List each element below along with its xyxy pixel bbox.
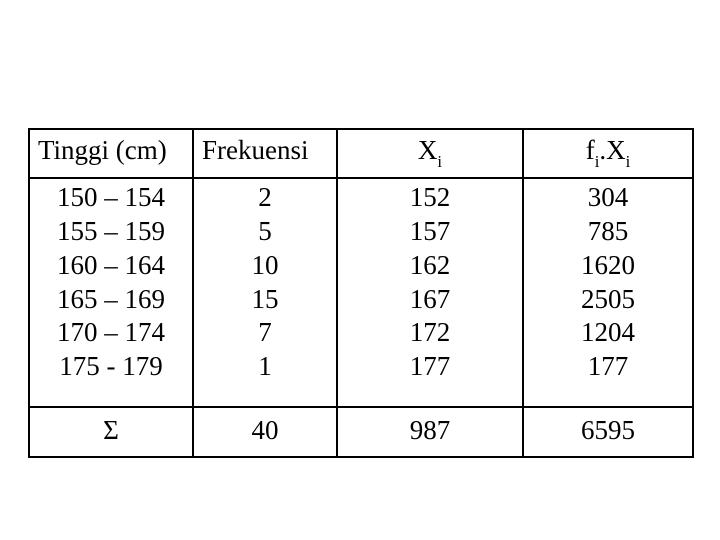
cell-value: 165 – 169	[30, 283, 192, 317]
cell-value: 157	[338, 215, 522, 249]
header-fixi: fi.Xi	[523, 129, 693, 178]
fixi-stack: 304785162025051204177	[524, 181, 692, 384]
cell-value: 1620	[524, 249, 692, 283]
cell-value: 177	[524, 350, 692, 384]
table-header-row: Tinggi (cm) Frekuensi Xi fi.Xi	[29, 129, 693, 178]
cell-value: 1	[194, 350, 336, 384]
cell-value: 177	[338, 350, 522, 384]
cell-value: 175 - 179	[30, 350, 192, 384]
cell-value: 170 – 174	[30, 316, 192, 350]
header-tinggi: Tinggi (cm)	[29, 129, 193, 178]
cell-value: 5	[194, 215, 336, 249]
header-xi: Xi	[337, 129, 523, 178]
cell-value: 2505	[524, 283, 692, 317]
cell-value: 167	[338, 283, 522, 317]
sum-label: Σ	[29, 407, 193, 457]
cell-range: 150 – 154155 – 159160 – 164165 – 169170 …	[29, 178, 193, 407]
frequency-table: Tinggi (cm) Frekuensi Xi fi.Xi 150 – 154…	[28, 128, 694, 458]
frequency-table-container: Tinggi (cm) Frekuensi Xi fi.Xi 150 – 154…	[28, 128, 692, 458]
cell-value: 155 – 159	[30, 215, 192, 249]
cell-freq: 25101571	[193, 178, 337, 407]
table-sum-row: Σ 40 987 6595	[29, 407, 693, 457]
cell-value: 152	[338, 181, 522, 215]
cell-value: 150 – 154	[30, 181, 192, 215]
cell-value: 10	[194, 249, 336, 283]
table-data-row: 150 – 154155 – 159160 – 164165 – 169170 …	[29, 178, 693, 407]
xi-stack: 152157162167172177	[338, 181, 522, 384]
sum-xi: 987	[337, 407, 523, 457]
cell-fixi: 304785162025051204177	[523, 178, 693, 407]
cell-xi: 152157162167172177	[337, 178, 523, 407]
sum-fixi: 6595	[523, 407, 693, 457]
cell-value: 172	[338, 316, 522, 350]
header-frekuensi: Frekuensi	[193, 129, 337, 178]
cell-value: 1204	[524, 316, 692, 350]
cell-value: 15	[194, 283, 336, 317]
freq-stack: 25101571	[194, 181, 336, 384]
sum-freq: 40	[193, 407, 337, 457]
cell-value: 304	[524, 181, 692, 215]
range-stack: 150 – 154155 – 159160 – 164165 – 169170 …	[30, 181, 192, 384]
cell-value: 7	[194, 316, 336, 350]
cell-value: 2	[194, 181, 336, 215]
cell-value: 162	[338, 249, 522, 283]
cell-value: 160 – 164	[30, 249, 192, 283]
cell-value: 785	[524, 215, 692, 249]
